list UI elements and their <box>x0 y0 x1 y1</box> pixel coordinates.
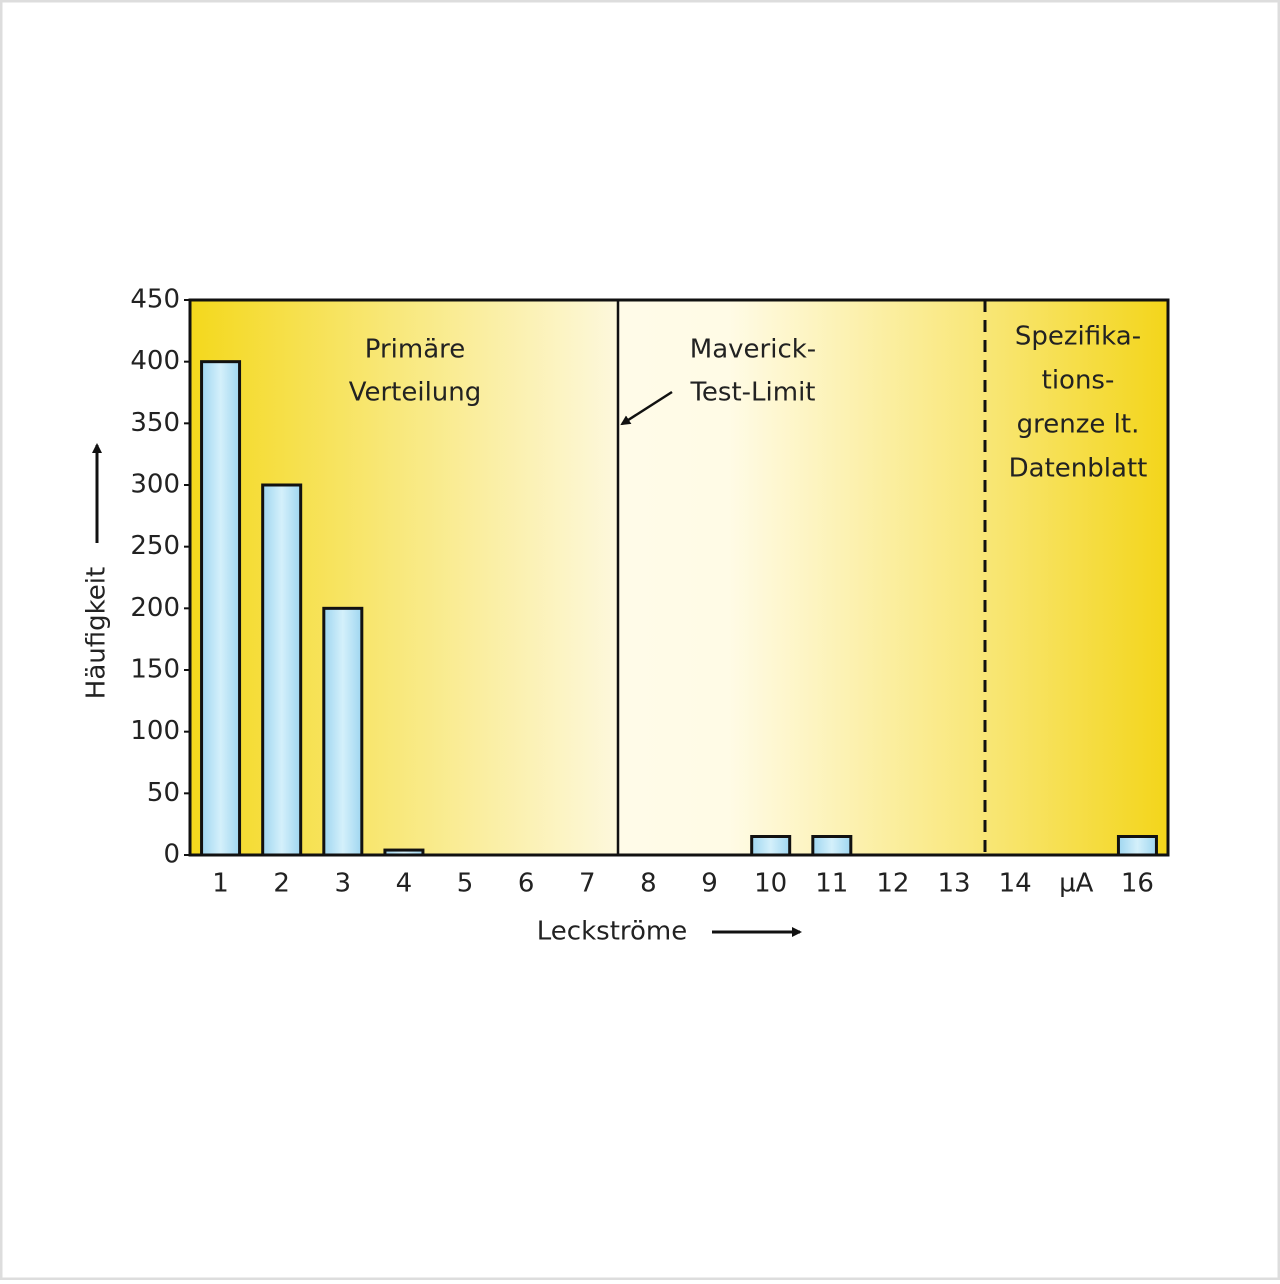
y-tick-label: 400 <box>130 346 180 376</box>
x-tick-label: 3 <box>335 869 352 899</box>
x-tick-label: 12 <box>876 869 909 899</box>
bar <box>811 835 853 857</box>
background <box>618 300 1168 855</box>
y-tick-label: 450 <box>130 285 180 315</box>
annotation: Test-Limit <box>689 378 815 408</box>
annotation: Spezifika- <box>1015 322 1141 352</box>
y-tick-label: 300 <box>130 470 180 500</box>
annotation: Maverick- <box>690 335 816 365</box>
x-tick-label: 16 <box>1121 869 1154 899</box>
annotation: Primäre <box>365 335 466 365</box>
bar <box>200 360 242 857</box>
y-tick-label: 150 <box>130 655 180 685</box>
y-tick-label: 50 <box>147 778 180 808</box>
x-tick-label: µA <box>1059 869 1094 899</box>
annotation: tions- <box>1042 366 1115 396</box>
x-tick-label: 6 <box>518 869 535 899</box>
bar <box>750 835 792 857</box>
x-tick-label: 9 <box>701 869 718 899</box>
y-tick-label: 250 <box>130 531 180 561</box>
bar <box>261 483 303 857</box>
y-tick-label: 200 <box>130 593 180 623</box>
x-tick-label: 13 <box>938 869 971 899</box>
y-tick-label: 350 <box>130 408 180 438</box>
x-tick-label: 14 <box>999 869 1032 899</box>
y-tick-label: 0 <box>163 840 180 870</box>
x-tick-label: 4 <box>396 869 413 899</box>
x-tick-label: 10 <box>754 869 787 899</box>
y-axis-label: Häufigkeit <box>82 567 112 699</box>
x-tick-label: 11 <box>815 869 848 899</box>
x-axis-label: Leckströme <box>537 917 687 947</box>
x-tick-label: 7 <box>579 869 596 899</box>
y-tick-label: 100 <box>130 716 180 746</box>
x-tick-label: 5 <box>457 869 474 899</box>
annotation: Verteilung <box>349 378 482 408</box>
bar <box>383 848 425 857</box>
annotation: Datenblatt <box>1009 454 1148 484</box>
bar <box>322 606 364 857</box>
annotation: grenze lt. <box>1017 410 1140 440</box>
arrow <box>620 390 673 426</box>
bar <box>1116 835 1158 857</box>
x-tick-label: 2 <box>273 869 290 899</box>
x-tick-label: 8 <box>640 869 657 899</box>
x-tick-label: 1 <box>212 869 229 899</box>
plot-border <box>188 298 1170 857</box>
